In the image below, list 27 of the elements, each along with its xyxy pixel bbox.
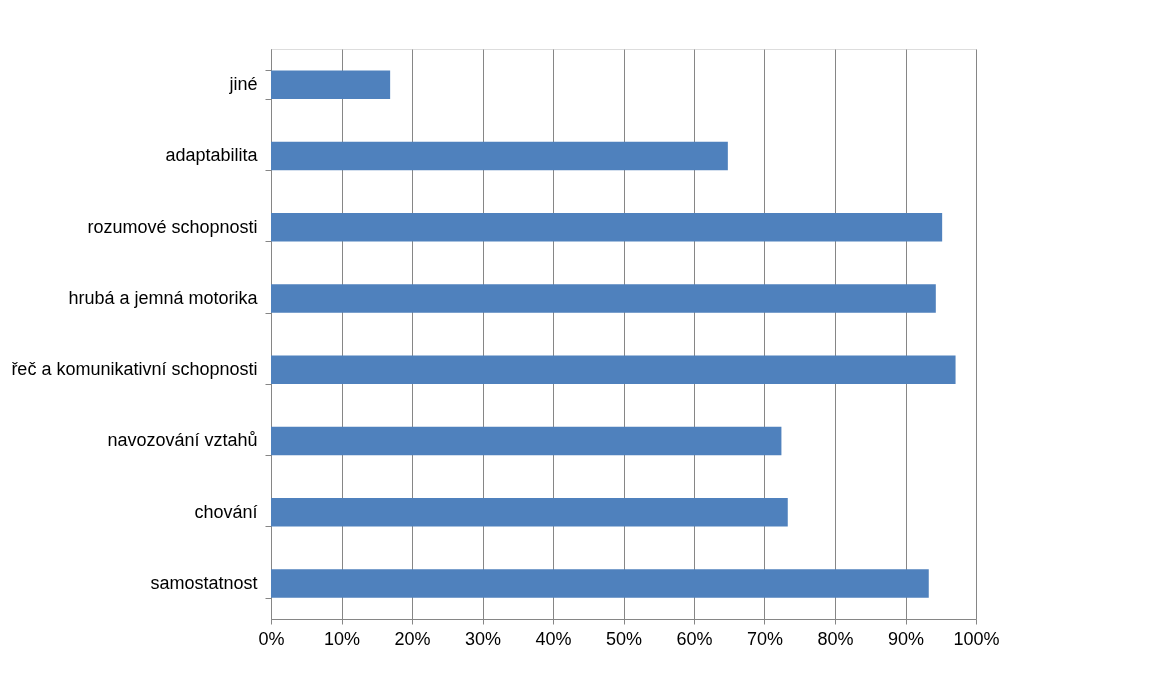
x-tick-label: 50% (605, 628, 643, 649)
bar (271, 426, 782, 456)
bar (271, 70, 391, 99)
y-tick-label: navozování vztahů (107, 430, 258, 451)
y-tick-label: jiné (228, 74, 258, 95)
y-tick-label: rozumové schopnosti (87, 216, 258, 237)
y-tick-label: hrubá a jemná motorika (68, 287, 259, 308)
bar (271, 141, 728, 171)
x-tick-label: 100% (953, 628, 1000, 649)
x-tick-label: 10% (323, 628, 361, 649)
x-tick-label: 80% (817, 628, 854, 649)
x-tick-label: 0% (258, 628, 285, 649)
x-tick-label: 90% (887, 628, 925, 649)
bar (271, 284, 936, 313)
x-tick-label: 60% (676, 628, 713, 649)
bar (271, 569, 929, 598)
x-tick-label: 40% (535, 628, 572, 649)
bar (271, 497, 788, 527)
x-tick-label: 20% (394, 628, 431, 649)
bar (271, 355, 956, 384)
x-tick-label: 70% (746, 628, 784, 649)
x-tick-label: 30% (464, 628, 502, 649)
bar (271, 212, 943, 242)
y-tick-label: chování (194, 501, 258, 522)
y-tick-label: řeč a komunikativní schopnosti (11, 359, 258, 380)
y-tick-label: adaptabilita (165, 145, 259, 166)
y-tick-label: samostatnost (150, 572, 258, 593)
